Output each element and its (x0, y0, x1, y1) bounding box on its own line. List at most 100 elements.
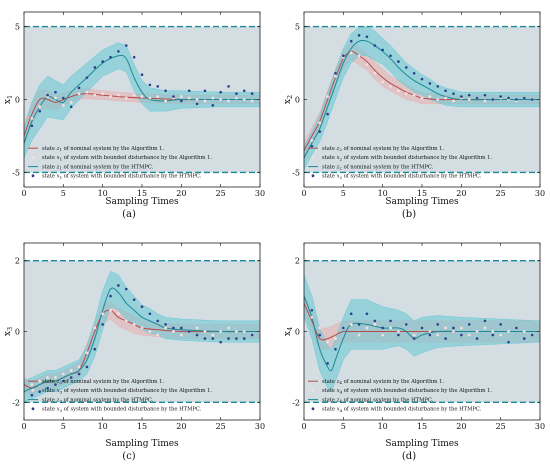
legend-subscript: 2 (340, 175, 343, 180)
series-1-point (412, 93, 416, 97)
series-1-point (475, 330, 479, 333)
x-tick-label: 30 (535, 189, 545, 198)
x-axis-label: Sampling Times (385, 439, 459, 449)
series-1-point (373, 71, 377, 75)
y-axis-label-sub: 1 (6, 95, 14, 99)
legend-entry: state x2 of system with bounded disturba… (322, 174, 482, 180)
y-axis-label-sub: 4 (286, 327, 294, 331)
series-1-point (467, 98, 471, 101)
series-3-point (318, 333, 322, 337)
legend-entry: state z3 of nominal system by the HTMPC. (42, 397, 154, 403)
series-3-point (195, 333, 199, 337)
y-tick-label: 2 (15, 257, 20, 266)
x-tick-label: 15 (137, 189, 147, 198)
series-1-point (179, 333, 183, 337)
legend-suffix: of nominal system by the Algorithm 1. (342, 146, 444, 152)
series-3-point (530, 98, 534, 101)
y-tick-label: -5 (292, 168, 300, 177)
legend-swatch-dot (311, 407, 315, 411)
legend-entry: state x1 of system with bounded disturba… (42, 174, 202, 180)
legend-entry: state x4 of system with bounded disturba… (322, 407, 482, 413)
plot-area (304, 26, 540, 170)
legend-subscript: 2 (339, 166, 342, 171)
legend-symbol: x (57, 388, 60, 394)
series-band-2 (24, 42, 260, 158)
series-3-point (148, 83, 152, 87)
legend-symbol: x (337, 174, 340, 180)
x-tick-label: 5 (341, 422, 346, 431)
series-1-point (30, 383, 34, 386)
series-3-point (203, 89, 207, 93)
series-3-point (219, 90, 222, 94)
series-1-point (140, 95, 144, 98)
series-3-point (124, 287, 128, 291)
series-1-point (85, 90, 89, 94)
series-1-point (219, 330, 223, 333)
series-1-point (101, 312, 105, 316)
series-1-point (389, 84, 392, 88)
series-3-point (349, 312, 353, 316)
series-3-point (164, 89, 167, 93)
series-3-point (420, 77, 424, 81)
series-3-point (522, 337, 526, 340)
series-1-point (93, 93, 97, 97)
legend-subscript: 3 (60, 389, 63, 394)
series-3-point (483, 319, 487, 323)
series-1-point (69, 101, 73, 104)
legend-symbol: x (57, 407, 60, 413)
legend-entry: state x4 of system with bounded disturba… (322, 388, 492, 394)
plot-area (24, 42, 260, 158)
y-tick-label: -2 (292, 398, 300, 407)
series-1-point (156, 333, 160, 337)
series-1-point (444, 96, 447, 100)
series-1-point (117, 93, 120, 97)
legend-suffix: of nominal system by the Algorithm 1. (342, 379, 444, 385)
series-1-point (318, 121, 322, 125)
legend-symbol: x (337, 155, 340, 161)
series-1-point (467, 333, 471, 337)
series-3-point (515, 326, 518, 330)
legend-subscript: 4 (340, 389, 343, 394)
y-axis-label: x4 (283, 327, 294, 336)
x-tick-label: 25 (216, 422, 226, 431)
legend-subscript: 4 (339, 399, 342, 404)
legend-prefix: state (42, 388, 57, 394)
legend-symbol: z (336, 379, 340, 385)
legend-entry: state z2 of nominal system by the HTMPC. (322, 164, 434, 170)
series-3-point (38, 109, 42, 113)
legend-suffix: of nominal system by the HTMPC. (62, 164, 154, 170)
series-3-point (499, 95, 502, 98)
legend-suffix: of nominal system by the Algorithm 1. (62, 379, 164, 385)
series-1-point (61, 103, 65, 107)
legend-subscript: 1 (60, 175, 63, 180)
legend-swatch-dot (31, 389, 35, 392)
legend-prefix: state (322, 397, 337, 403)
series-1-point (522, 330, 526, 333)
series-1-point (211, 96, 215, 100)
y-tick-label: -2 (12, 398, 20, 407)
series-1-point (365, 326, 369, 330)
series-3-point (334, 71, 337, 75)
legend-subscript: 2 (339, 147, 342, 152)
series-3-point (428, 333, 432, 337)
legend-suffix: of system with bounded disturbance by th… (342, 388, 492, 394)
series-line-2 (304, 39, 540, 159)
series-1-point (164, 326, 168, 330)
series-3-point (389, 54, 392, 58)
series-3-point (164, 323, 167, 326)
legend-swatch-dot (31, 156, 35, 159)
series-1-point (203, 330, 207, 333)
series-1-point (428, 95, 432, 98)
series-1-point (124, 319, 128, 323)
series-1-point (38, 105, 42, 109)
series-3-point (436, 85, 440, 88)
series-3-point (507, 340, 510, 344)
series-1-point (428, 330, 432, 333)
y-tick-label: 0 (15, 328, 20, 337)
legend-suffix: of system with bounded disturbance by th… (62, 388, 212, 394)
series-1-point (179, 95, 183, 98)
series-3-point (187, 89, 191, 93)
series-3-point (420, 326, 424, 330)
series-1-point (69, 369, 73, 372)
